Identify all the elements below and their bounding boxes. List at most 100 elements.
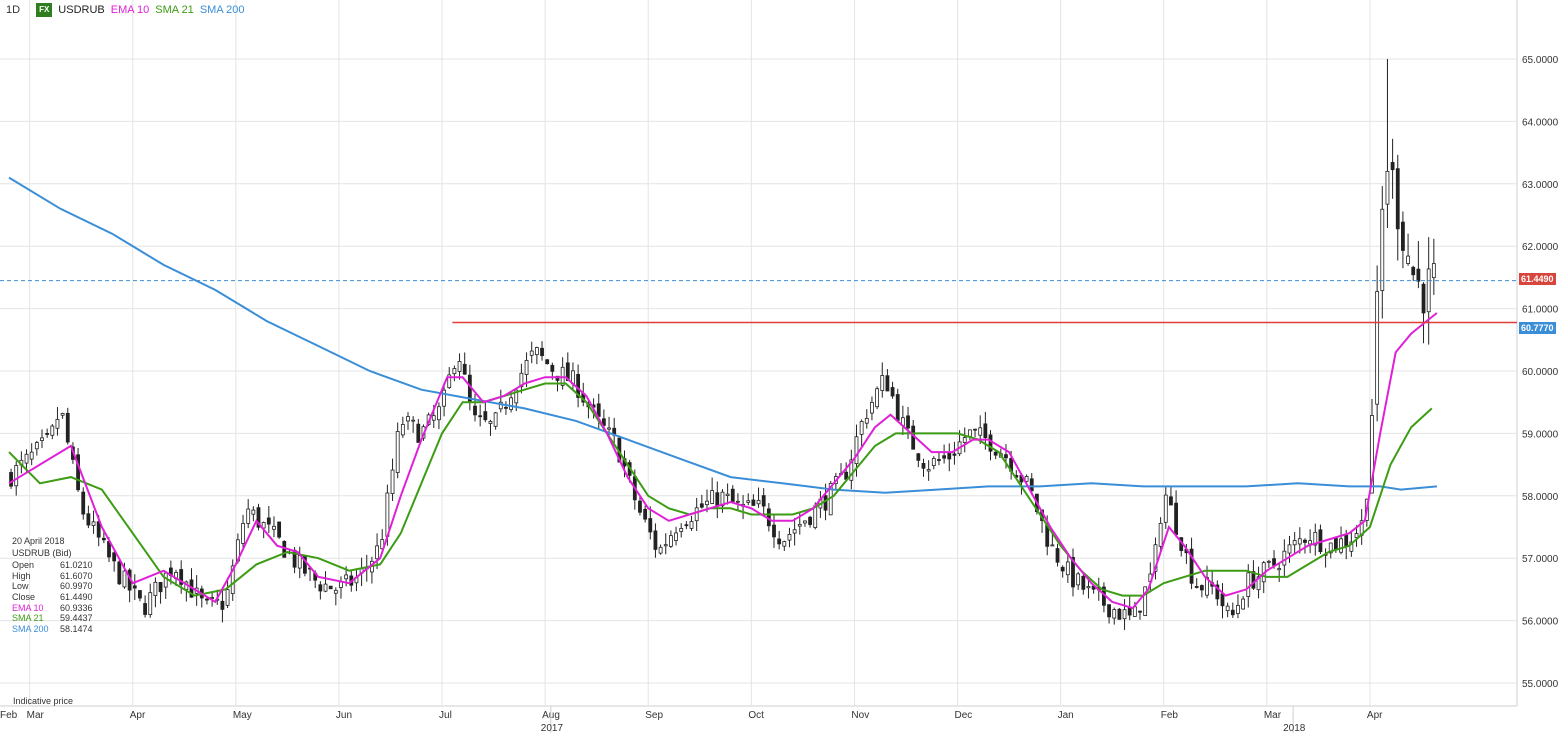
- candle-body: [684, 524, 689, 527]
- candle-body: [514, 389, 519, 404]
- candle-body: [34, 442, 39, 450]
- candle-body: [406, 416, 410, 422]
- candle-body: [669, 535, 673, 547]
- candle-body: [112, 552, 117, 562]
- candle-body: [431, 415, 436, 421]
- candle-body: [1272, 558, 1276, 566]
- candle-body: [375, 545, 379, 560]
- candle-body: [921, 463, 926, 469]
- candle-body: [524, 359, 529, 375]
- y-tick-label: 59.0000: [1522, 429, 1559, 440]
- candle-body: [808, 516, 812, 525]
- candle-body: [1246, 572, 1251, 597]
- candle-body: [1370, 415, 1374, 494]
- ema-legend[interactable]: EMA 10: [110, 4, 150, 16]
- candle-body: [529, 350, 534, 356]
- candle-body: [777, 538, 782, 545]
- x-month-label: Apr: [1367, 710, 1383, 721]
- candle-body: [895, 394, 900, 421]
- sma200-legend[interactable]: SMA 200: [199, 4, 245, 16]
- candle-body: [1194, 586, 1199, 588]
- info-value: 61.4490: [60, 591, 93, 602]
- candle-body: [91, 521, 96, 526]
- candle-body: [457, 361, 462, 372]
- candle-body: [545, 359, 550, 365]
- candle-body: [1406, 255, 1410, 264]
- candle-body: [973, 428, 977, 431]
- candle-body: [45, 433, 50, 435]
- candle-body: [1251, 571, 1256, 589]
- y-tick-label: 56.0000: [1522, 617, 1559, 628]
- candle-body: [1189, 548, 1194, 584]
- candle-body: [504, 406, 508, 409]
- candle-body: [230, 565, 235, 595]
- candle-body: [1076, 573, 1081, 586]
- candle-body: [1385, 170, 1390, 205]
- candle-body: [607, 427, 611, 430]
- candle-body: [699, 503, 704, 508]
- candle-body: [1241, 598, 1246, 610]
- candle-body: [24, 453, 29, 464]
- candle-body: [813, 505, 818, 528]
- symbol-label[interactable]: USDRUB: [58, 4, 105, 16]
- candle-body: [395, 431, 400, 473]
- candle-body: [143, 603, 147, 615]
- candle-body: [643, 508, 648, 520]
- interval-label[interactable]: 1D: [6, 4, 21, 16]
- candle-body: [1163, 494, 1168, 523]
- candle-body: [333, 589, 338, 594]
- candle-body: [14, 465, 19, 487]
- candle-body: [792, 529, 797, 534]
- last-price-tag: 61.4490: [1519, 272, 1556, 285]
- candlesticks: [9, 59, 1436, 630]
- candle-body: [1220, 593, 1225, 607]
- info-row: Close 61.4490: [12, 592, 108, 603]
- candle-body: [674, 532, 678, 541]
- candle-body: [509, 397, 513, 410]
- candle-body: [885, 375, 890, 392]
- candle-body: [926, 469, 931, 472]
- candle-body: [653, 530, 658, 550]
- candle-body: [823, 495, 828, 511]
- grid-lines: [0, 0, 1518, 707]
- x-month-label: May: [233, 710, 252, 721]
- sma21-legend[interactable]: SMA 21: [155, 4, 194, 16]
- candle-body: [1375, 291, 1380, 405]
- candle-body: [256, 507, 261, 528]
- candle-body: [86, 513, 91, 526]
- candle-body: [658, 546, 663, 554]
- candle-body: [761, 495, 766, 507]
- candle-body: [205, 598, 209, 601]
- info-date: 20 April 2018: [12, 536, 65, 546]
- candle-body: [29, 451, 34, 460]
- candle-body: [251, 509, 256, 515]
- candle-body: [854, 436, 859, 465]
- candle-body: [390, 469, 395, 494]
- candle-body: [967, 429, 972, 437]
- candle-body: [65, 412, 70, 443]
- candle-body: [1004, 454, 1008, 459]
- candle-body: [452, 368, 457, 375]
- sma200-line: [8, 176, 1437, 494]
- candle-body: [76, 454, 80, 491]
- candle-body: [931, 458, 936, 466]
- candle-body: [730, 488, 735, 502]
- candle-body: [1117, 608, 1122, 620]
- y-tick-label: 57.0000: [1522, 554, 1559, 565]
- candle-body: [736, 500, 740, 503]
- candle-body: [1344, 534, 1349, 547]
- candle-body: [916, 453, 921, 461]
- y-tick-label: 55.0000: [1522, 679, 1559, 690]
- candle-body: [1230, 609, 1235, 616]
- candle-body: [890, 387, 895, 397]
- info-value: 61.0210: [60, 560, 93, 571]
- info-row: High 61.6070: [12, 571, 108, 582]
- candle-body: [447, 374, 452, 389]
- info-row: Low 60.9970: [12, 581, 108, 592]
- candle-body: [705, 500, 709, 506]
- candle-body: [478, 415, 483, 418]
- candle-body: [663, 544, 668, 547]
- candle-body: [565, 362, 570, 382]
- candle-body: [220, 600, 225, 610]
